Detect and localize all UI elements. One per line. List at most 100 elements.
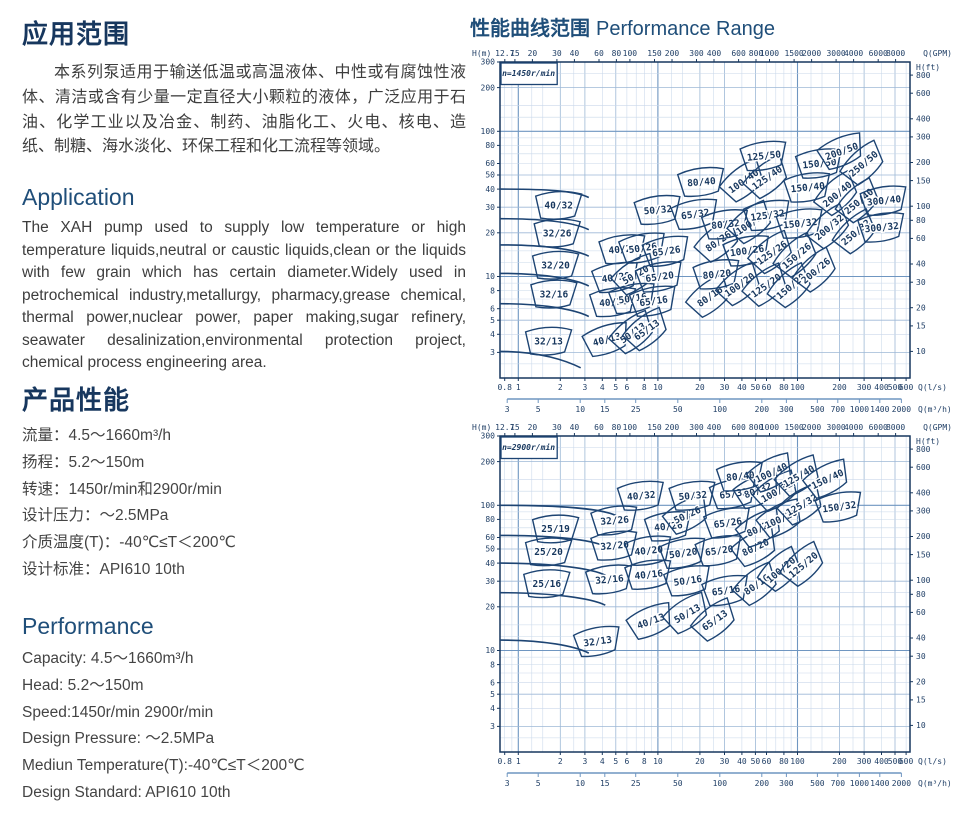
svg-text:300: 300 (857, 383, 872, 392)
svg-text:65/26: 65/26 (713, 516, 743, 531)
svg-text:25: 25 (631, 779, 641, 788)
svg-text:20: 20 (695, 383, 705, 392)
svg-text:100: 100 (481, 127, 496, 136)
svg-text:10: 10 (485, 646, 495, 655)
svg-text:700: 700 (831, 779, 846, 788)
spec-line: 流量：4.5～1660m³/h (22, 427, 172, 445)
svg-text:n=1450r/min: n=1450r/min (502, 68, 555, 78)
performance-range-title-en: Performance Range (596, 18, 775, 40)
application-title-en: Application (22, 184, 135, 211)
spec-line: 设计标准：API610 10th (22, 560, 185, 578)
svg-text:0.8: 0.8 (497, 757, 512, 766)
svg-text:25/16: 25/16 (532, 579, 561, 590)
svg-text:100: 100 (623, 423, 638, 432)
svg-text:40: 40 (737, 757, 747, 766)
svg-text:3: 3 (490, 722, 495, 731)
svg-text:1400: 1400 (870, 779, 889, 788)
svg-text:300: 300 (689, 49, 704, 58)
spec-line: 设计压力：～2.5MPa (22, 507, 169, 525)
svg-text:30: 30 (720, 383, 730, 392)
svg-text:100: 100 (790, 757, 805, 766)
svg-text:300/32: 300/32 (864, 221, 899, 236)
svg-text:32/13: 32/13 (583, 635, 613, 650)
svg-text:50: 50 (673, 405, 683, 414)
spec-line: Head: 5.2～150m (22, 677, 144, 695)
svg-text:H(m): H(m) (472, 423, 491, 432)
svg-text:20: 20 (528, 49, 538, 58)
svg-text:50: 50 (485, 171, 495, 180)
svg-text:400: 400 (874, 383, 889, 392)
svg-text:32/26: 32/26 (600, 514, 630, 527)
svg-text:60: 60 (916, 608, 926, 617)
svg-text:8: 8 (490, 286, 495, 295)
spec-line: 扬程：5.2～150m (22, 454, 145, 472)
svg-text:3000: 3000 (826, 423, 845, 432)
svg-text:300: 300 (779, 405, 794, 414)
svg-text:1: 1 (516, 383, 521, 392)
svg-text:200: 200 (755, 405, 770, 414)
performance-range-title-cn: 性能曲线范围 (470, 18, 590, 40)
svg-text:400: 400 (707, 423, 722, 432)
svg-text:6: 6 (624, 383, 629, 392)
svg-text:100: 100 (623, 49, 638, 58)
svg-text:50/32: 50/32 (643, 204, 672, 217)
svg-text:6: 6 (490, 304, 495, 313)
application-title-cn: 应用范围 (22, 19, 131, 49)
svg-text:200: 200 (481, 457, 496, 466)
svg-text:32/20: 32/20 (541, 261, 570, 272)
svg-text:50/16: 50/16 (673, 574, 703, 589)
svg-text:150: 150 (916, 176, 931, 185)
svg-text:Q(m³/h): Q(m³/h) (918, 405, 952, 414)
svg-text:60: 60 (762, 757, 772, 766)
svg-text:60: 60 (916, 234, 926, 243)
svg-text:80: 80 (612, 423, 622, 432)
svg-text:400: 400 (916, 489, 931, 498)
svg-text:2000: 2000 (892, 779, 911, 788)
svg-text:300/40: 300/40 (866, 194, 902, 209)
svg-text:30: 30 (485, 577, 495, 586)
spec-list-en: Capacity: 4.5～1660m³/h Head: 5.2～150m Sp… (22, 646, 466, 806)
svg-text:Q(GPM): Q(GPM) (923, 423, 952, 432)
svg-text:Q(l/s): Q(l/s) (918, 757, 947, 766)
svg-text:500: 500 (888, 383, 903, 392)
svg-text:400: 400 (916, 115, 931, 124)
svg-text:10: 10 (653, 383, 663, 392)
svg-text:20: 20 (485, 229, 495, 238)
svg-text:150/32: 150/32 (822, 500, 858, 516)
svg-text:600: 600 (899, 383, 914, 392)
svg-text:40: 40 (485, 559, 495, 568)
svg-text:5: 5 (536, 779, 541, 788)
svg-text:40/32: 40/32 (544, 201, 573, 212)
svg-text:1400: 1400 (870, 405, 889, 414)
svg-text:4: 4 (600, 757, 605, 766)
svg-text:30: 30 (552, 423, 562, 432)
svg-text:50/32: 50/32 (678, 490, 707, 503)
svg-text:32/16: 32/16 (540, 289, 569, 300)
svg-text:32/13: 32/13 (534, 336, 563, 347)
svg-text:1: 1 (516, 757, 521, 766)
svg-text:65/13: 65/13 (700, 608, 730, 634)
svg-text:0.8: 0.8 (497, 383, 512, 392)
svg-text:200: 200 (665, 423, 680, 432)
svg-text:n=2900r/min: n=2900r/min (502, 442, 555, 452)
svg-text:50: 50 (751, 757, 761, 766)
performance-chart-2900rpm: 25/16 25/20 25/19 32/13 32/16 32/20 32/26 40/13… (470, 422, 956, 799)
svg-text:40: 40 (916, 634, 926, 643)
svg-text:150: 150 (647, 423, 662, 432)
svg-text:4: 4 (490, 330, 495, 339)
svg-text:Q(GPM): Q(GPM) (923, 49, 952, 58)
svg-text:10: 10 (575, 779, 585, 788)
svg-text:200: 200 (481, 83, 496, 92)
application-paragraph-cn: 本系列泵适用于输送低温或高温液体、中性或有腐蚀性液体、清洁或含有少量一定直径大小… (22, 64, 466, 156)
svg-text:H(m): H(m) (472, 49, 491, 58)
performance-chart-1450rpm: 32/13 32/16 32/20 32/26 40/32 40/13 40/16 40/20… (470, 48, 956, 425)
svg-text:40: 40 (570, 49, 580, 58)
svg-text:800: 800 (916, 71, 931, 80)
svg-text:80: 80 (779, 383, 789, 392)
svg-text:1500: 1500 (784, 49, 803, 58)
svg-text:15: 15 (916, 696, 926, 705)
svg-text:4000: 4000 (844, 423, 863, 432)
svg-text:40/20: 40/20 (634, 544, 664, 558)
svg-text:25/19: 25/19 (541, 524, 570, 535)
svg-text:10: 10 (916, 347, 926, 356)
